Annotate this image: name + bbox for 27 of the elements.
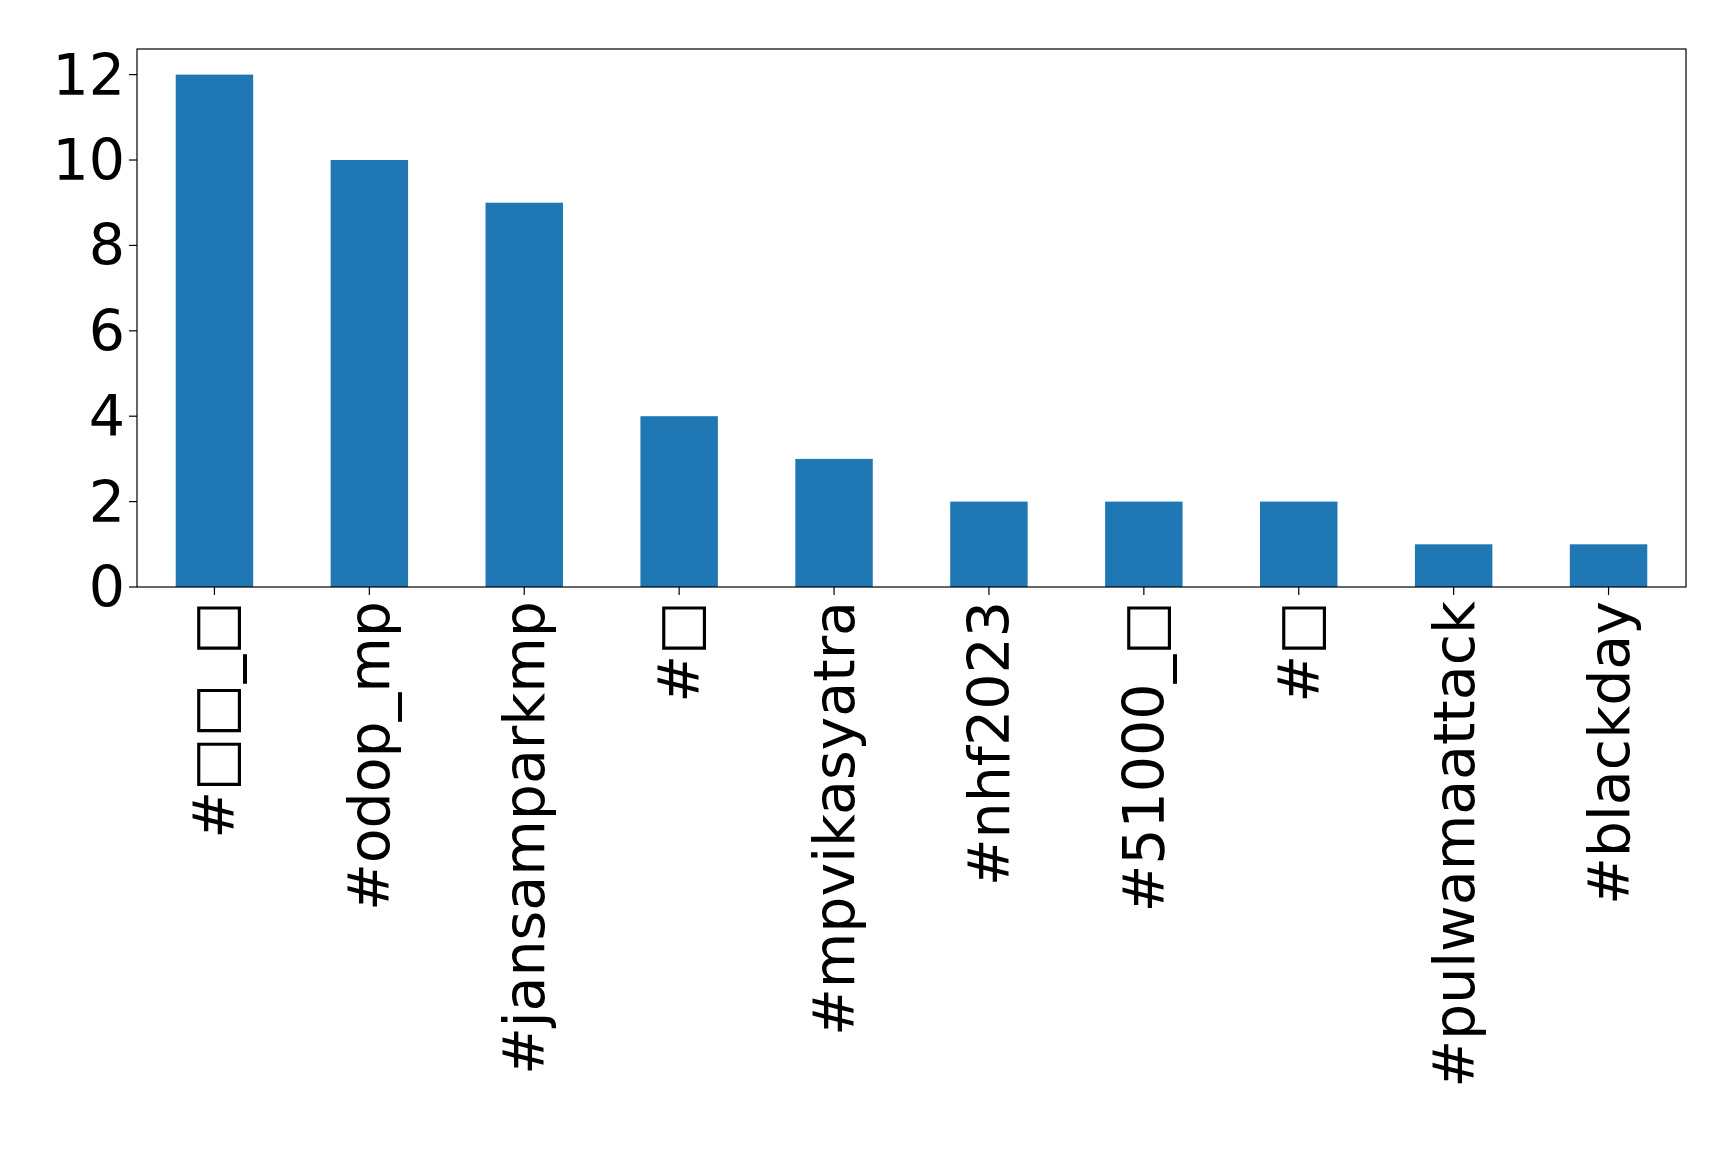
- x-tick-label: #jansamparkmp: [491, 601, 558, 1076]
- x-tick-label: #□□_□: [181, 601, 248, 839]
- x-tick-label: #odop_mp: [336, 601, 403, 912]
- x-tick-label: #mpvikasyatra: [801, 601, 867, 1037]
- x-tick-label: #51000_□: [1110, 601, 1177, 913]
- bar: [1414, 544, 1493, 587]
- y-tick-label: 10: [52, 126, 125, 193]
- x-tick-label: #□: [1265, 601, 1332, 703]
- x-tick-label: #nhf2023: [955, 601, 1022, 887]
- bar: [175, 74, 254, 587]
- bar: [1260, 501, 1338, 587]
- y-tick-label: 8: [88, 212, 125, 279]
- bar: [1569, 544, 1648, 587]
- bar: [950, 501, 1028, 587]
- bar: [640, 416, 718, 587]
- bar: [1105, 501, 1183, 587]
- y-tick-label: 2: [88, 468, 125, 535]
- bar: [795, 458, 873, 587]
- y-tick-label: 6: [88, 297, 125, 364]
- y-tick-label: 4: [88, 383, 125, 450]
- bar: [485, 202, 563, 587]
- y-tick-label: 12: [52, 41, 125, 108]
- x-tick-label: #□: [646, 601, 713, 703]
- x-tick-label: #blackday: [1575, 601, 1642, 905]
- y-tick-label: 0: [88, 553, 125, 620]
- x-tick-label: #pulwamaattack: [1420, 601, 1487, 1088]
- bar: [330, 160, 409, 587]
